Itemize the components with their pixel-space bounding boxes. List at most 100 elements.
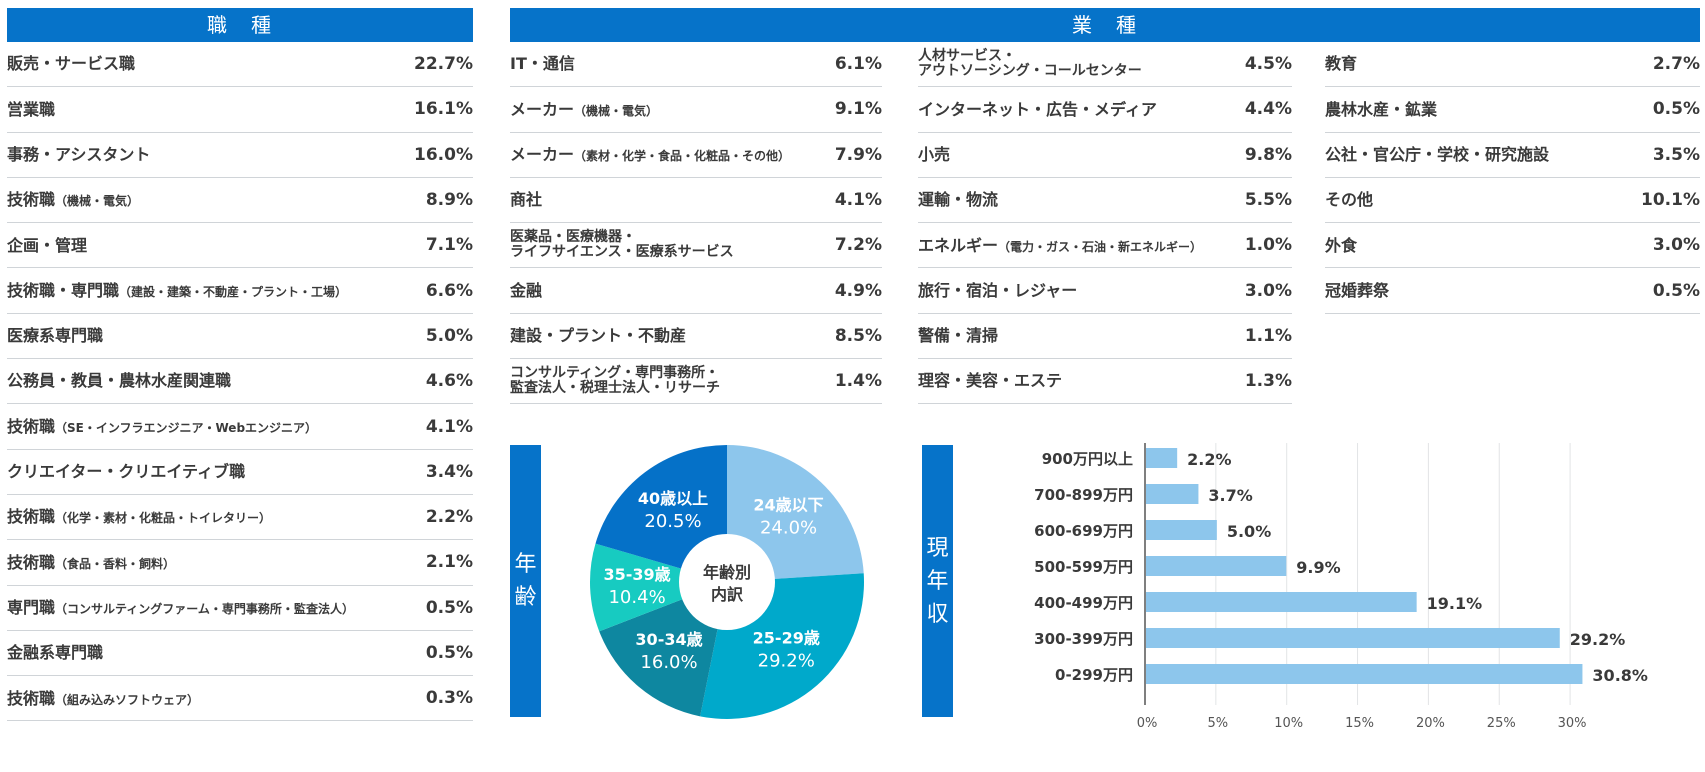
row-label-main: 農林水産・鉱業	[1325, 99, 1438, 119]
row-label: 警備・清掃	[918, 327, 998, 345]
table-row: 技術職（食品・香料・飼料） 2.1%	[7, 540, 473, 586]
income-label-char: 現	[926, 535, 949, 561]
row-label: 冠婚葬祭	[1325, 282, 1389, 300]
row-value: 6.1%	[834, 54, 882, 75]
row-label: メーカー（機械・電気）	[510, 100, 658, 119]
row-label-line: アウトソーシング・コールセンター	[918, 63, 1142, 80]
row-label: コンサルティング・専門事務所・ 監査法人・税理士法人・リサーチ	[510, 365, 720, 397]
row-label: 公社・官公庁・学校・研究施設	[1325, 146, 1549, 164]
table-row: その他 10.1%	[1325, 178, 1700, 224]
x-tick-label: 20%	[1416, 716, 1445, 731]
pie-category-label: 30-34歳	[635, 630, 702, 649]
row-label-line: 監査法人・税理士法人・リサーチ	[510, 380, 720, 397]
bar	[1146, 628, 1560, 648]
industry-list-1: IT・通信 6.1% メーカー（機械・電気） 9.1% メーカー（素材・化学・食品・化粧…	[510, 42, 882, 405]
bar	[1146, 520, 1217, 540]
row-label-main: 営業職	[7, 99, 56, 119]
row-label: インターネット・広告・メディア	[918, 100, 1157, 119]
row-label: 理容・美容・エステ	[918, 372, 1062, 390]
row-label-sub: （素材・化学・食品・化粧品・その他）	[574, 148, 791, 163]
table-row: 医療系専門職 5.0%	[7, 314, 473, 360]
row-label: 技術職（組み込みソフトウェア）	[7, 688, 200, 708]
table-row: 外食 3.0%	[1325, 223, 1700, 269]
table-row: 企画・管理 7.1%	[7, 223, 473, 269]
row-value: 1.0%	[1244, 235, 1292, 256]
age-label-char: 齢	[514, 585, 537, 610]
age-label-char: 年	[514, 552, 537, 577]
row-label: 技術職（食品・香料・飼料）	[7, 552, 175, 572]
table-row: 旅行・宿泊・レジャー 3.0%	[918, 268, 1292, 314]
row-value: 3.0%	[1244, 280, 1292, 301]
row-value: 2.2%	[425, 507, 473, 528]
industry-header: 業 種	[510, 8, 1700, 42]
row-value: 0.5%	[1652, 99, 1700, 120]
row-label-main: 販売・サービス職	[7, 54, 136, 74]
occupation-header: 職 種	[7, 8, 473, 42]
row-value: 9.1%	[834, 99, 882, 120]
bar	[1146, 592, 1417, 612]
table-row: 技術職・専門職（建設・建築・不動産・プラント・工場） 6.6%	[7, 268, 473, 314]
row-label: 事務・アシスタント	[7, 146, 150, 164]
row-value: 8.9%	[425, 190, 473, 211]
row-label: 教育	[1325, 55, 1357, 73]
income-label-char: 収	[926, 601, 949, 627]
row-label-sub: （機械・電気）	[55, 194, 140, 209]
industry-list-3: 教育 2.7% 農林水産・鉱業 0.5% 公社・官公庁・学校・研究施設 3.5% その他 10…	[1325, 42, 1700, 314]
table-row: 理容・美容・エステ 1.3%	[918, 359, 1292, 405]
table-row: 冠婚葬祭 0.5%	[1325, 268, 1700, 314]
row-label-sub: （組み込みソフトウェア）	[55, 692, 200, 707]
row-label-main: 建設・プラント・不動産	[510, 326, 687, 346]
pie-category-label: 25-29歳	[753, 629, 820, 648]
row-value: 0.5%	[1652, 280, 1700, 301]
income-side-label: 現 年 収	[922, 445, 953, 717]
row-label-sub: （建設・建築・不動産・プラント・工場）	[119, 284, 348, 299]
row-label-main: 旅行・宿泊・レジャー	[918, 280, 1078, 300]
row-label-main: 技術職	[7, 552, 56, 572]
table-row: 運輸・物流 5.5%	[918, 178, 1292, 224]
x-tick-label: 30%	[1558, 716, 1587, 731]
table-row: 技術職（機械・電気） 8.9%	[7, 178, 473, 224]
row-label: 技術職（化学・素材・化粧品・トイレタリー）	[7, 508, 271, 526]
row-label: 金融	[510, 282, 542, 300]
pie-title-line: 内訳	[711, 585, 744, 604]
x-tick-label: 25%	[1487, 716, 1516, 731]
row-label-main: 事務・アシスタント	[7, 144, 151, 164]
table-row: エネルギー（電力・ガス・石油・新エネルギー） 1.0%	[918, 223, 1292, 269]
age-pie-chart: 24歳以下 24.0% 25-29歳 29.2% 30-34歳 16.0% 35-39歳 10…	[590, 445, 864, 719]
row-label: 医療系専門職	[7, 327, 103, 345]
row-label-line: 人材サービス・	[918, 47, 1016, 64]
table-row: メーカー（機械・電気） 9.1%	[510, 87, 882, 133]
bar	[1146, 556, 1287, 576]
pie-value-label: 16.0%	[640, 652, 697, 673]
row-label-main: 技術職	[7, 688, 56, 708]
bar	[1146, 448, 1178, 468]
row-value: 0.3%	[425, 688, 473, 709]
table-row: 事務・アシスタント 16.0%	[7, 133, 473, 178]
table-row: 人材サービス・ アウトソーシング・コールセンター 4.5%	[918, 42, 1292, 88]
row-label-sub: （化学・素材・化粧品・トイレタリー）	[55, 511, 272, 526]
row-label: 営業職	[7, 99, 56, 119]
table-row: 営業職 16.1%	[7, 87, 473, 133]
table-row: 技術職（化学・素材・化粧品・トイレタリー） 2.2%	[7, 495, 473, 541]
row-label-main: 冠婚葬祭	[1325, 280, 1390, 300]
row-label: 販売・サービス職	[7, 55, 135, 73]
row-label: 専門職（コンサルティングファーム・専門事務所・監査法人）	[7, 599, 354, 617]
bar-value-label: 5.0%	[1227, 522, 1271, 541]
row-label-sub: （電力・ガス・石油・新エネルギー）	[998, 239, 1203, 254]
row-value: 1.3%	[1244, 371, 1292, 392]
pie-value-label: 29.2%	[758, 651, 815, 672]
bar-value-label: 3.7%	[1208, 486, 1252, 505]
row-label: エネルギー（電力・ガス・石油・新エネルギー）	[918, 236, 1203, 255]
row-label: クリエイター・クリエイティブ職	[7, 463, 245, 481]
row-value: 16.0%	[414, 144, 473, 165]
row-label-line: ライフサイエンス・医療系サービス	[510, 244, 734, 261]
table-row: 建設・プラント・不動産 8.5%	[510, 314, 882, 360]
row-label: 小売	[918, 146, 950, 164]
row-label-main: 公務員・教員・農林水産関連職	[7, 371, 232, 391]
x-tick-label: 10%	[1274, 716, 1303, 731]
pie-value-label: 20.5%	[644, 511, 701, 532]
row-value: 1.4%	[834, 371, 882, 392]
row-label: 技術職・専門職（建設・建築・不動産・プラント・工場）	[7, 282, 347, 300]
row-label: 運輸・物流	[918, 191, 998, 209]
row-value: 3.4%	[425, 461, 473, 482]
